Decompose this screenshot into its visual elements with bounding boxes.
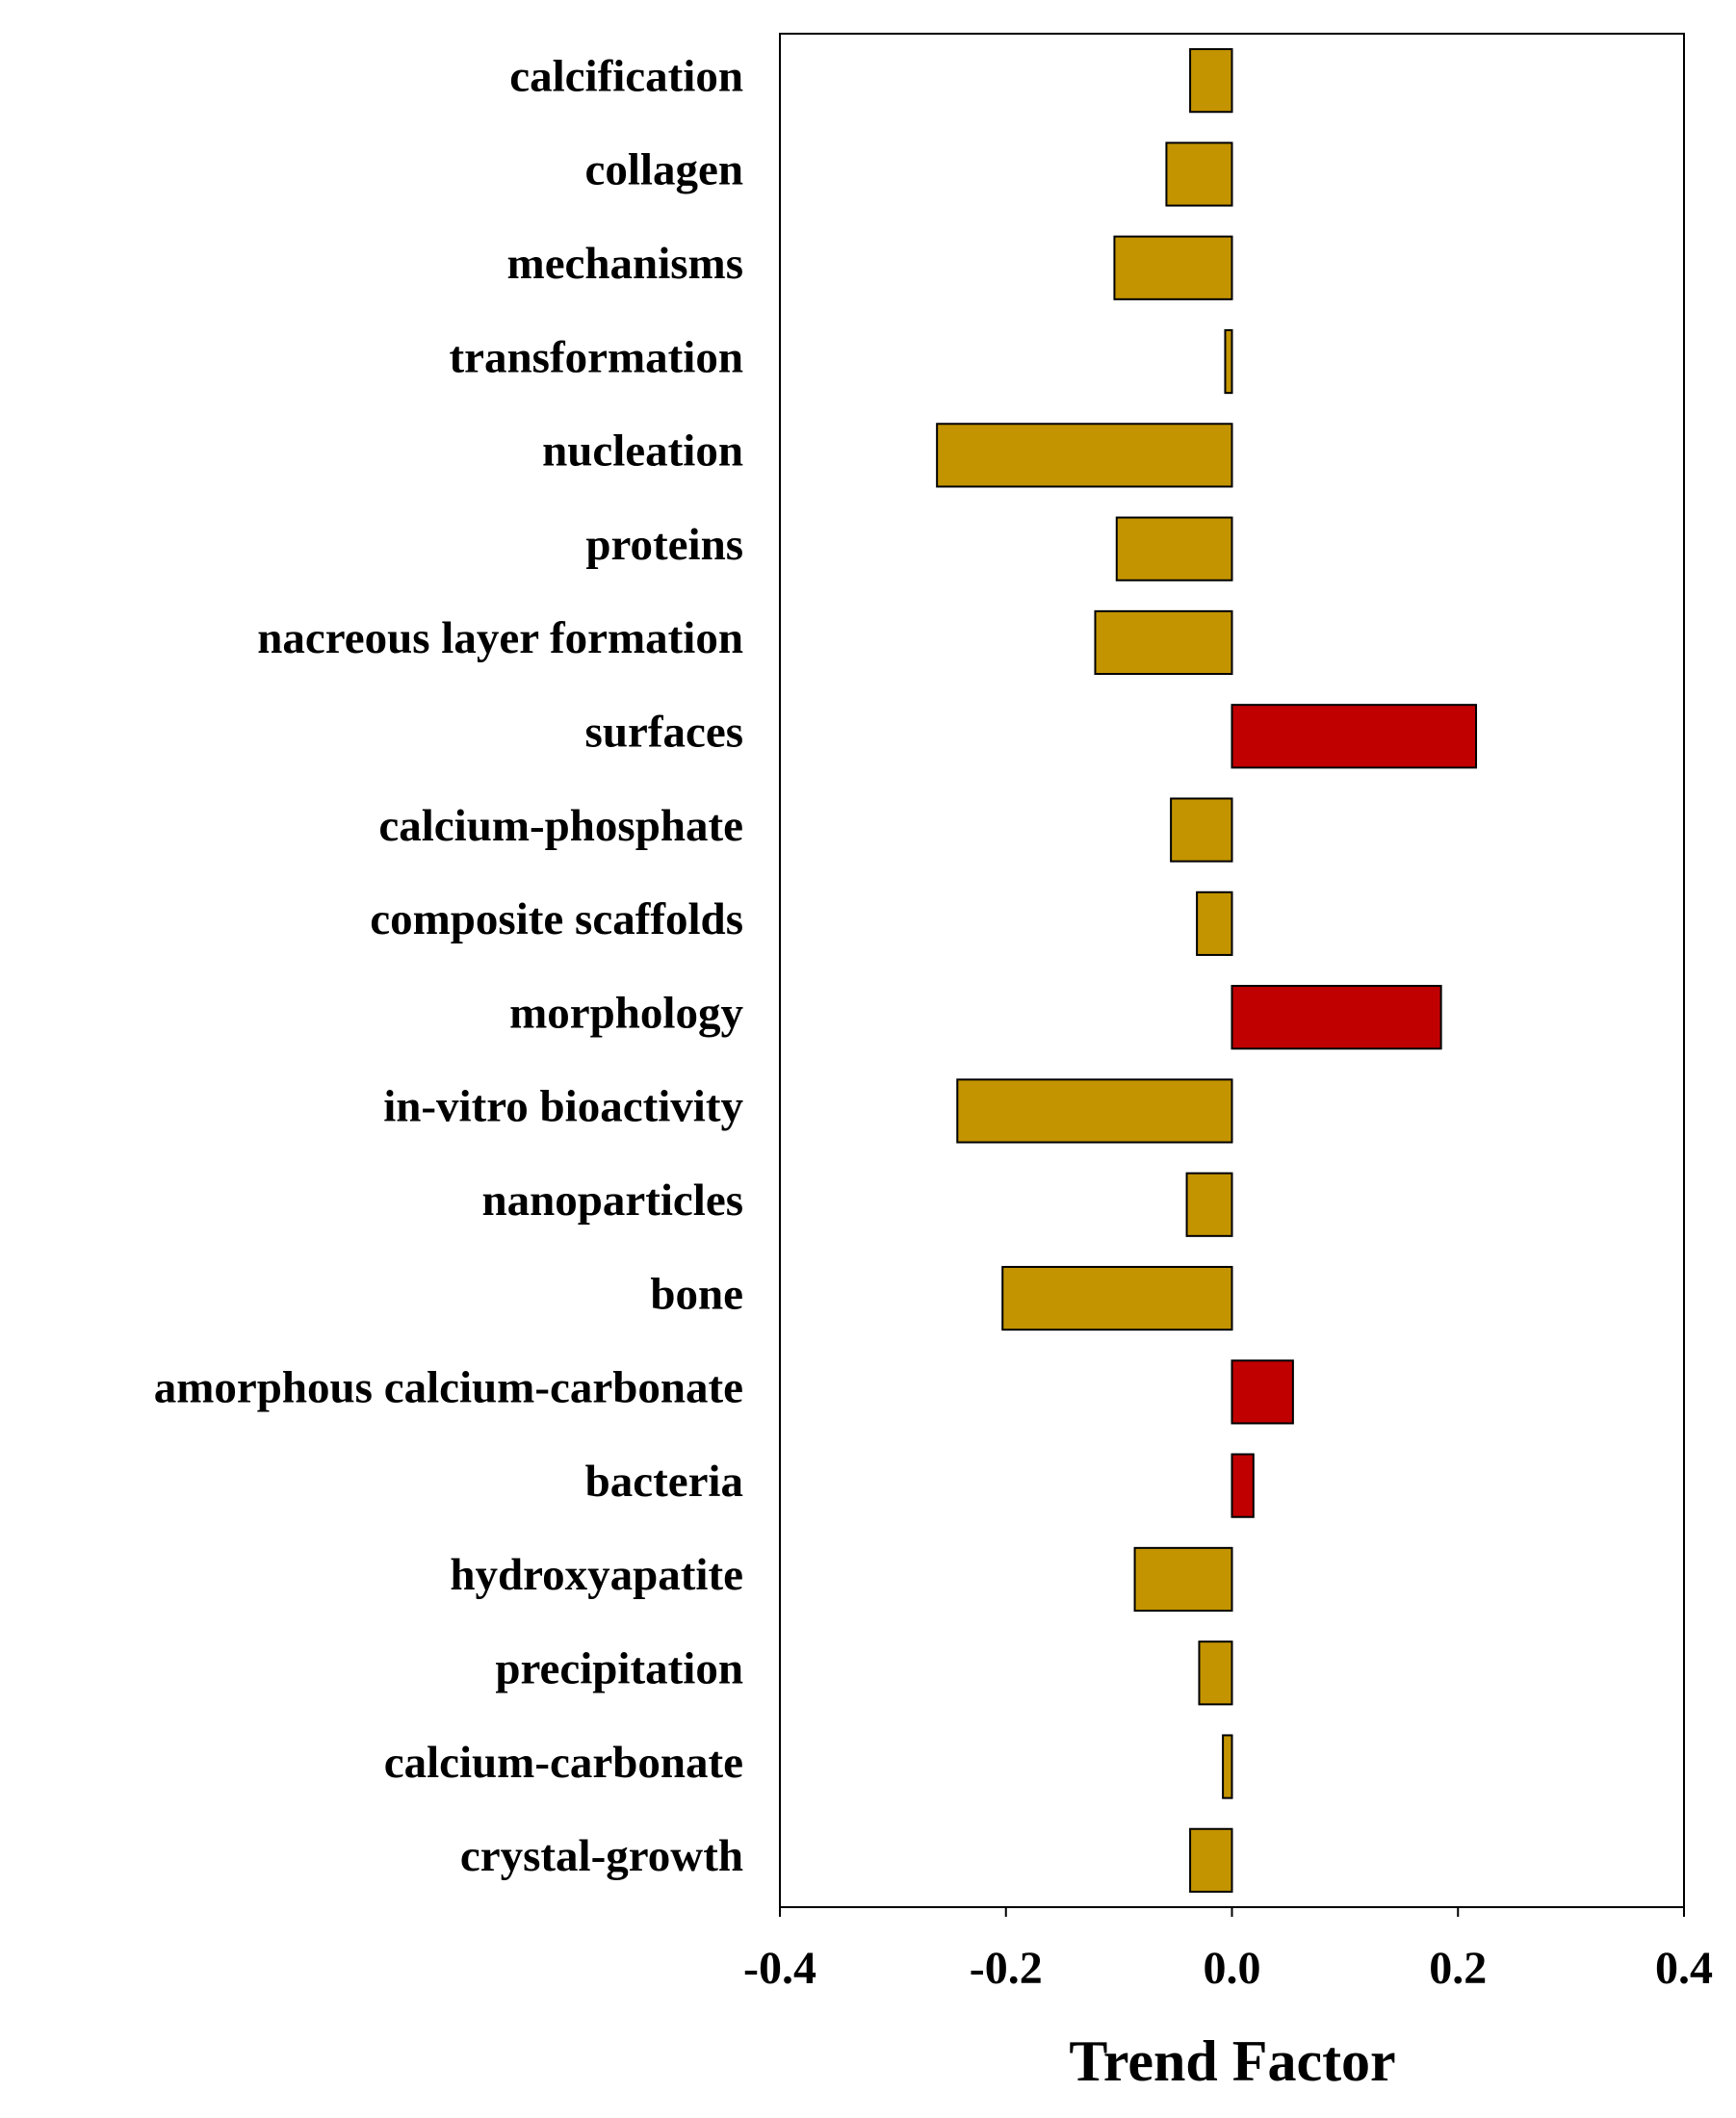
bar	[1115, 516, 1233, 581]
x-tick-label: -0.2	[970, 1943, 1043, 1994]
y-tick-label: precipitation	[495, 1644, 743, 1694]
bar	[1165, 142, 1233, 207]
y-tick-label: composite scaffolds	[370, 894, 743, 944]
bar	[1170, 797, 1233, 863]
y-tick-label: collagen	[585, 145, 743, 195]
bar	[1001, 1265, 1233, 1331]
bar	[1196, 891, 1233, 956]
bar	[1189, 48, 1233, 114]
y-tick-label: surfaces	[585, 708, 743, 758]
bar	[936, 423, 1233, 488]
x-tick-label: 0.2	[1429, 1943, 1487, 1994]
x-axis-title: Trend Factor	[1069, 2029, 1395, 2093]
y-tick-label: mechanisms	[507, 239, 743, 289]
bar	[1094, 609, 1233, 676]
y-tick-label: transformation	[450, 332, 743, 382]
y-tick-label: hydroxyapatite	[450, 1550, 743, 1600]
plot-frame	[779, 33, 1685, 1908]
bar	[1198, 1640, 1233, 1706]
x-tick-label: 0.0	[1204, 1943, 1261, 1994]
y-tick-label: proteins	[585, 520, 743, 570]
y-tick-label: calcium-phosphate	[378, 801, 743, 851]
bar	[1224, 328, 1233, 395]
y-tick-label: nacreous layer formation	[257, 613, 743, 663]
y-tick-label: calcification	[509, 51, 743, 101]
bar	[1189, 1827, 1233, 1893]
bar	[1113, 235, 1233, 300]
y-tick-label: nucleation	[542, 426, 743, 477]
y-tick-label: crystal-growth	[460, 1831, 743, 1881]
x-tick-label: 0.4	[1655, 1943, 1713, 1994]
bar	[1185, 1172, 1233, 1237]
bar	[956, 1078, 1233, 1144]
y-tick-label: bacteria	[585, 1457, 743, 1507]
y-tick-label: bone	[650, 1269, 743, 1319]
y-tick-label: nanoparticles	[481, 1175, 743, 1226]
bar	[1231, 1359, 1294, 1425]
y-tick-label: calcium-carbonate	[384, 1738, 743, 1788]
bar	[1231, 704, 1478, 769]
y-tick-label: morphology	[509, 988, 743, 1038]
bar	[1133, 1546, 1233, 1613]
y-tick-label: in-vitro bioactivity	[383, 1082, 743, 1132]
bar	[1231, 1453, 1255, 1518]
bar	[1231, 985, 1442, 1050]
bar	[1222, 1734, 1233, 1799]
y-tick-label: amorphous calcium-carbonate	[154, 1363, 743, 1413]
x-tick-label: -0.4	[743, 1943, 816, 1994]
